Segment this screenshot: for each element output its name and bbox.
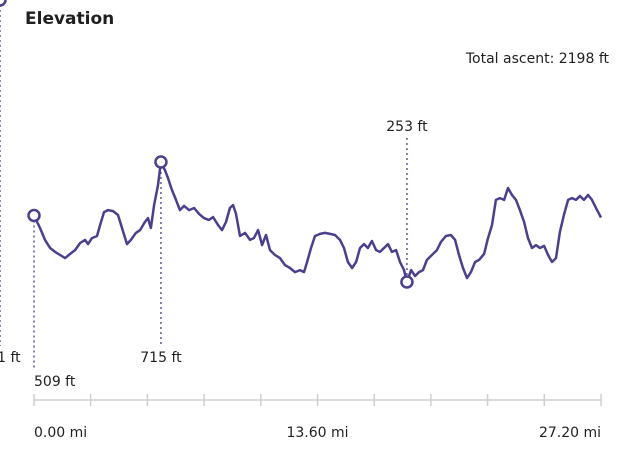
point-label: 501 ft [0, 350, 21, 366]
x-tick-label: 13.60 mi [286, 425, 348, 441]
x-tick-label: 0.00 mi [34, 425, 87, 441]
point-marker [0, 0, 7, 7]
total-ascent: Total ascent: 2198 ft [465, 51, 610, 67]
chart-title: Elevation [25, 9, 114, 29]
elevation-line [32, 160, 603, 284]
x-tick-label: 27.20 mi [539, 425, 601, 441]
point-marker [400, 275, 414, 289]
point-marker [154, 155, 168, 169]
point-label: 509 ft [34, 374, 76, 390]
point-label: 715 ft [140, 350, 182, 366]
point-label: 253 ft [386, 119, 428, 135]
point-marker [27, 208, 41, 223]
